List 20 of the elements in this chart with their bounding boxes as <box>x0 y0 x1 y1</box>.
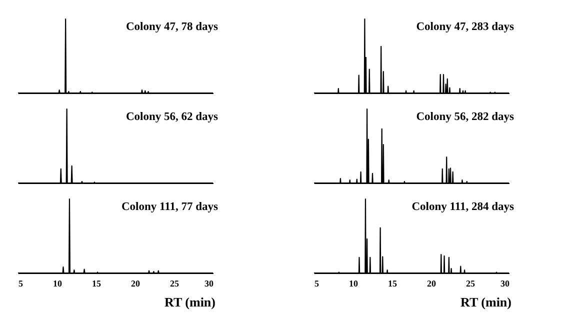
x-tick-label: 10 <box>53 278 62 288</box>
x-tick-label: 30 <box>204 278 214 288</box>
x-axis-title: RT (min) <box>460 294 512 310</box>
chart-title: Colony 111, 284 days <box>412 201 515 213</box>
chart-title: Colony 111, 77 days <box>122 201 219 213</box>
x-tick-label: 5 <box>314 278 320 288</box>
x-tick-label: 15 <box>92 278 102 288</box>
x-tick-label: 30 <box>500 278 510 288</box>
x-tick-label: 10 <box>349 278 358 288</box>
chart-title: Colony 56, 62 days <box>126 111 219 123</box>
x-tick-label: 20 <box>427 278 436 288</box>
x-tick-label: 25 <box>466 278 476 288</box>
x-tick-label: 15 <box>388 278 398 288</box>
chart-title: Colony 47, 78 days <box>126 21 219 33</box>
x-axis-title: RT (min) <box>164 294 216 310</box>
x-tick-label: 25 <box>170 278 180 288</box>
chart-title: Colony 47, 283 days <box>416 21 515 33</box>
x-tick-label: 20 <box>131 278 140 288</box>
x-tick-label: 5 <box>18 278 24 288</box>
chart-title: Colony 56, 282 days <box>416 111 515 123</box>
